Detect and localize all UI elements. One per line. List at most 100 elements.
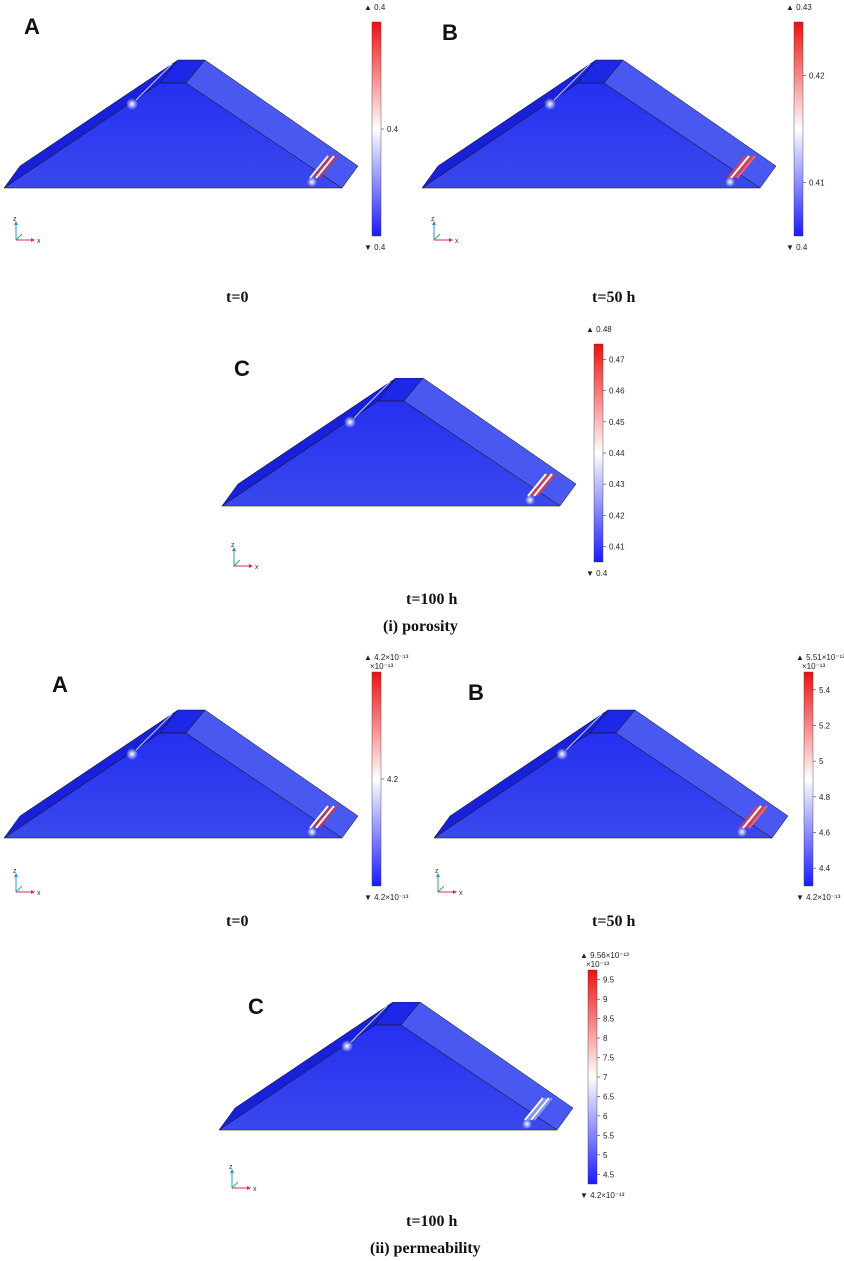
colorbar-tick-label: 8 xyxy=(603,1034,608,1043)
colorbar-exponent-label: ×10⁻¹³ xyxy=(802,662,825,671)
colorbar-tick-label: 0.42 xyxy=(809,72,825,81)
colorbar-tick-label: 6.5 xyxy=(603,1092,615,1101)
colorbar-tick-label: 4.2 xyxy=(387,775,399,784)
z-arrow-icon xyxy=(432,221,436,225)
highlight-spot xyxy=(522,1119,532,1129)
colorbar-tick-label: 4.8 xyxy=(819,793,831,802)
seepage-band-line xyxy=(524,1097,544,1121)
colorbar-tick-label: 4.5 xyxy=(603,1170,615,1179)
colorbar-porosity-a: ▲ 0.4 ▼ 0.4 0.4 xyxy=(364,3,399,252)
colorbar-porosity-c: ▲ 0.48 ▼ 0.4 0.47 0.46 0.45 0.44 0.43 0.42 0.41 xyxy=(586,325,625,578)
colorbar-tick-label: 5 xyxy=(603,1151,608,1160)
x-axis-label: x xyxy=(455,238,459,245)
crest-streak xyxy=(553,63,591,101)
colorbar-tick-label: 9.5 xyxy=(603,976,615,985)
seepage-band-line xyxy=(527,473,547,497)
z-axis-label: z xyxy=(231,542,235,549)
z-axis-label: z xyxy=(13,868,17,875)
y-axis-line xyxy=(231,1181,239,1189)
downstream-face xyxy=(603,59,777,189)
colorbar-max-label: ▲ 4.2×10⁻¹³ xyxy=(364,653,409,662)
colorbar-gradient xyxy=(587,969,598,1185)
seepage-band-line xyxy=(733,155,753,179)
seepage-band-line xyxy=(742,805,762,829)
downstream-face xyxy=(185,59,359,189)
colorbar-max-label: ▲ 9.56×10⁻¹³ xyxy=(580,951,629,960)
time-caption: t=50 h xyxy=(592,913,636,930)
seepage-band-line xyxy=(730,155,750,179)
y-axis-line xyxy=(15,233,23,241)
x-axis-label: x xyxy=(253,1186,257,1193)
section-caption: (ii) permeability xyxy=(370,1240,481,1257)
section-caption: (i) porosity xyxy=(383,618,458,635)
colorbar-tick-label: 4.4 xyxy=(819,864,831,873)
seepage-band-line xyxy=(748,805,768,829)
time-caption: t=100 h xyxy=(406,1213,458,1230)
colorbar-max-label: ▲ 0.43 xyxy=(786,3,812,12)
highlight-spot xyxy=(126,98,138,110)
x-arrow-icon xyxy=(453,890,457,894)
crest-streak xyxy=(135,713,173,751)
colorbar-permeability-c: ▲ 9.56×10⁻¹³×10⁻¹³ ▼ 4.2×10⁻¹³ 9.5 9 8.5 8 7.5… xyxy=(580,951,629,1200)
seepage-band-line xyxy=(312,805,332,829)
seepage-band-line xyxy=(315,805,335,829)
colorbar-tick-label: 5 xyxy=(819,757,824,766)
seepage-band-line xyxy=(318,155,338,179)
colorbar-tick-label: 0.4 xyxy=(387,125,399,134)
crest-streak xyxy=(350,1005,388,1043)
colorbar-porosity-b: ▲ 0.43 ▼ 0.4 0.42 0.41 xyxy=(786,3,825,252)
colorbar-tick-label: 7 xyxy=(603,1073,608,1082)
highlight-spot xyxy=(544,98,556,110)
colorbar-tick-label: 5.5 xyxy=(603,1131,615,1140)
x-arrow-icon xyxy=(31,238,35,242)
highlight-spot xyxy=(737,827,747,837)
axis-triad-icon: zx xyxy=(13,868,41,897)
colorbar-exponent-label: ×10⁻¹³ xyxy=(586,960,609,969)
dam-model-permeability-b xyxy=(433,709,789,839)
downstream-face xyxy=(615,709,789,839)
colorbar-max-label: ▲ 0.4 xyxy=(364,3,386,12)
colorbar-tick-label: 0.42 xyxy=(609,511,625,520)
time-caption: t=100 h xyxy=(406,591,458,608)
seepage-band-line xyxy=(536,473,556,497)
highlight-spot xyxy=(725,177,735,187)
x-axis-label: x xyxy=(37,238,41,245)
dam-model-porosity-a xyxy=(3,59,359,189)
colorbar-min-label: ▼ 4.2×10⁻¹³ xyxy=(580,1191,625,1200)
axis-triad-icon: zx xyxy=(13,216,41,245)
colorbar-tick-label: 0.45 xyxy=(609,418,625,427)
colorbar-min-label: ▼ 4.2×10⁻¹³ xyxy=(364,893,409,902)
x-arrow-icon xyxy=(31,890,35,894)
y-axis-line xyxy=(437,885,445,893)
axis-triad-icon: zx xyxy=(431,216,459,245)
colorbar-tick-label: 7.5 xyxy=(603,1054,615,1063)
colorbar-min-label: ▼ 0.4 xyxy=(364,243,386,252)
colorbar-gradient xyxy=(371,21,382,237)
colorbar-gradient xyxy=(593,343,604,563)
z-arrow-icon xyxy=(14,873,18,877)
seepage-band-line xyxy=(312,155,332,179)
y-axis-line xyxy=(15,885,23,893)
time-caption: t=0 xyxy=(226,913,249,930)
axis-triad-icon: zx xyxy=(435,868,463,897)
x-axis-label: x xyxy=(459,890,463,897)
colorbar-gradient xyxy=(803,671,814,887)
highlight-spot xyxy=(307,177,317,187)
downstream-face xyxy=(403,378,577,507)
x-arrow-icon xyxy=(247,1186,251,1190)
time-caption: t=50 h xyxy=(592,289,636,306)
colorbar-tick-label: 0.47 xyxy=(609,356,625,365)
colorbar-gradient xyxy=(371,671,382,887)
colorbar-gradient xyxy=(793,21,804,237)
panel-letter: A xyxy=(24,14,40,39)
dam-model-permeability-c xyxy=(218,1002,574,1131)
x-arrow-icon xyxy=(449,238,453,242)
time-caption: t=0 xyxy=(226,289,249,306)
y-axis-line xyxy=(433,233,441,241)
colorbar-max-label: ▲ 0.48 xyxy=(586,325,612,334)
panel-letter: B xyxy=(442,20,458,45)
colorbar-tick-label: 0.44 xyxy=(609,449,625,458)
z-axis-label: z xyxy=(229,1164,233,1171)
seepage-band-line xyxy=(530,1097,550,1121)
colorbar-tick-label: 5.4 xyxy=(819,686,831,695)
